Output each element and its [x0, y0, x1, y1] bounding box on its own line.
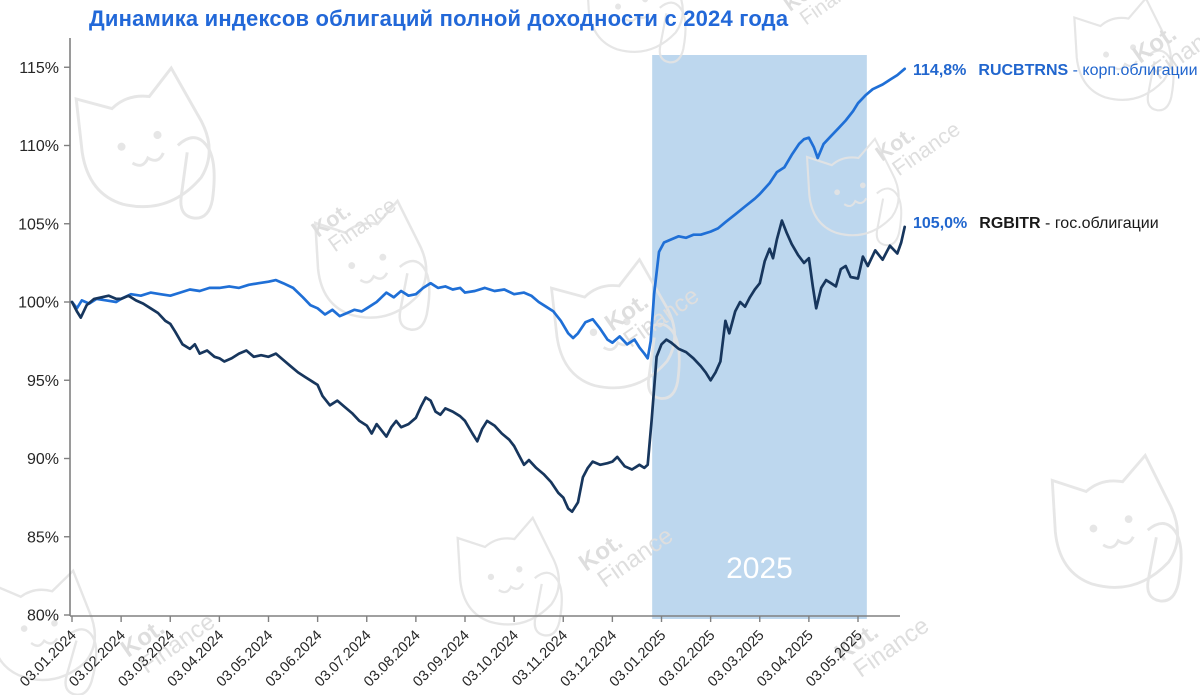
highlight-region-2025: [652, 55, 867, 619]
y-axis-tick-label: 115%: [19, 60, 59, 77]
rucbtrns-line: [70, 67, 907, 360]
y-axis-tick-label: 110%: [19, 138, 59, 155]
y-axis-tick-label: 95%: [27, 373, 59, 390]
kot-finance-text-watermark: Kot.Finance: [307, 192, 401, 257]
kot-finance-text-watermark: Kot.Finance: [871, 116, 965, 181]
rgbitr-series-name: RGBITR: [979, 215, 1041, 232]
y-axis-tick-label: 100%: [18, 295, 59, 312]
y-axis-tick-label: 105%: [18, 216, 59, 233]
kot-finance-cat-watermark: [1073, 0, 1175, 112]
rucbtrns-series-desc: - корп.облигации: [1068, 62, 1198, 79]
rucbtrns-end-value: 114,8%: [913, 62, 967, 79]
rucbtrns-series-name: RUCBTRNS: [978, 62, 1069, 79]
rgbitr-end-label: 105,0% RGBITR - гос.облигации: [913, 215, 1159, 233]
rgbitr-end-value: 105,0%: [913, 215, 968, 232]
kot-finance-cat-watermark: [0, 568, 98, 695]
svg-text:Finance: Finance: [796, 0, 868, 30]
rgbitr-line: [70, 219, 907, 514]
kot-finance-text-watermark: Kot.Finance: [780, 0, 868, 30]
y-axis-tick-label: 85%: [27, 529, 59, 546]
y-axis-tick-label: 90%: [27, 451, 59, 468]
rucbtrns-end-label: 114,8% RUCBTRNS - корп.облигации: [913, 62, 1198, 80]
y-axis-tick-label: 80%: [27, 608, 59, 625]
kot-finance-cat-watermark: [456, 515, 563, 637]
kot-finance-cat-watermark: [74, 65, 216, 220]
kot-finance-cat-watermark: [585, 0, 687, 64]
kot-finance-cat-watermark: [805, 136, 903, 247]
chart-title: Динамика индексов облигаций полной доход…: [89, 6, 789, 31]
kot-finance-cat-watermark: [1050, 452, 1183, 603]
highlight-year-label: 2025: [726, 552, 793, 585]
rgbitr-series-desc: - гос.облигации: [1040, 215, 1159, 232]
